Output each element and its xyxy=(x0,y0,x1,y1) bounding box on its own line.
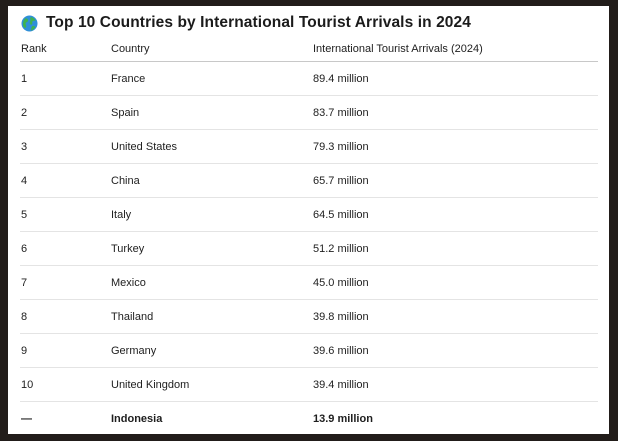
globe-icon xyxy=(21,15,38,32)
country-cell: China xyxy=(110,163,312,198)
column-header-arrivals: International Tourist Arrivals (2024) xyxy=(312,37,598,62)
country-cell: Spain xyxy=(110,95,312,130)
table-row-extra: — Indonesia 13.9 million xyxy=(20,402,598,435)
rank-cell: 3 xyxy=(20,129,110,164)
table-row: 7 Mexico 45.0 million xyxy=(20,265,598,300)
country-cell: Turkey xyxy=(110,231,312,266)
country-cell: Italy xyxy=(110,197,312,232)
arrivals-cell: 45.0 million xyxy=(312,265,598,300)
title-row: Top 10 Countries by International Touris… xyxy=(21,9,471,37)
country-cell: Thailand xyxy=(110,299,312,334)
rank-cell: 9 xyxy=(20,333,110,368)
page-title: Top 10 Countries by International Touris… xyxy=(46,14,471,31)
table-row: 9 Germany 39.6 million xyxy=(20,333,598,368)
rank-cell: 8 xyxy=(20,299,110,334)
arrivals-cell: 83.7 million xyxy=(312,95,598,130)
tourism-table: Rank Country International Tourist Arriv… xyxy=(20,37,598,434)
country-cell: United States xyxy=(110,129,312,164)
column-header-country: Country xyxy=(110,37,312,62)
arrivals-cell: 39.8 million xyxy=(312,299,598,334)
table-row: 5 Italy 64.5 million xyxy=(20,197,598,232)
rank-cell: 7 xyxy=(20,265,110,300)
table-row: 2 Spain 83.7 million xyxy=(20,95,598,130)
rank-cell: 4 xyxy=(20,163,110,198)
table-header: Rank Country International Tourist Arriv… xyxy=(20,37,598,62)
arrivals-cell: 51.2 million xyxy=(312,231,598,266)
header-row: Rank Country International Tourist Arriv… xyxy=(20,37,598,62)
table-row: 8 Thailand 39.8 million xyxy=(20,299,598,334)
arrivals-cell: 64.5 million xyxy=(312,197,598,232)
arrivals-cell: 39.4 million xyxy=(312,367,598,402)
content-panel: Top 10 Countries by International Touris… xyxy=(8,6,609,434)
rank-cell: 1 xyxy=(20,61,110,96)
table-row: 6 Turkey 51.2 million xyxy=(20,231,598,266)
rank-cell: — xyxy=(21,412,32,425)
country-cell: Germany xyxy=(110,333,312,368)
table-body: 1 France 89.4 million 2 Spain 83.7 milli… xyxy=(20,61,598,435)
arrivals-cell: 39.6 million xyxy=(312,333,598,368)
arrivals-cell: 79.3 million xyxy=(312,129,598,164)
rank-cell: 2 xyxy=(20,95,110,130)
country-cell: Indonesia xyxy=(111,412,163,425)
rank-cell: 5 xyxy=(20,197,110,232)
country-cell: Mexico xyxy=(110,265,312,300)
rank-cell: 10 xyxy=(20,367,110,402)
column-header-rank: Rank xyxy=(20,37,110,62)
arrivals-cell: 89.4 million xyxy=(312,61,598,96)
table-row: 1 France 89.4 million xyxy=(20,61,598,96)
arrivals-cell: 13.9 million xyxy=(313,412,373,425)
rank-cell: 6 xyxy=(20,231,110,266)
table-row: 4 China 65.7 million xyxy=(20,163,598,198)
country-cell: France xyxy=(110,61,312,96)
table-row: 3 United States 79.3 million xyxy=(20,129,598,164)
country-cell: United Kingdom xyxy=(110,367,312,402)
table-row: 10 United Kingdom 39.4 million xyxy=(20,367,598,402)
arrivals-cell: 65.7 million xyxy=(312,163,598,198)
